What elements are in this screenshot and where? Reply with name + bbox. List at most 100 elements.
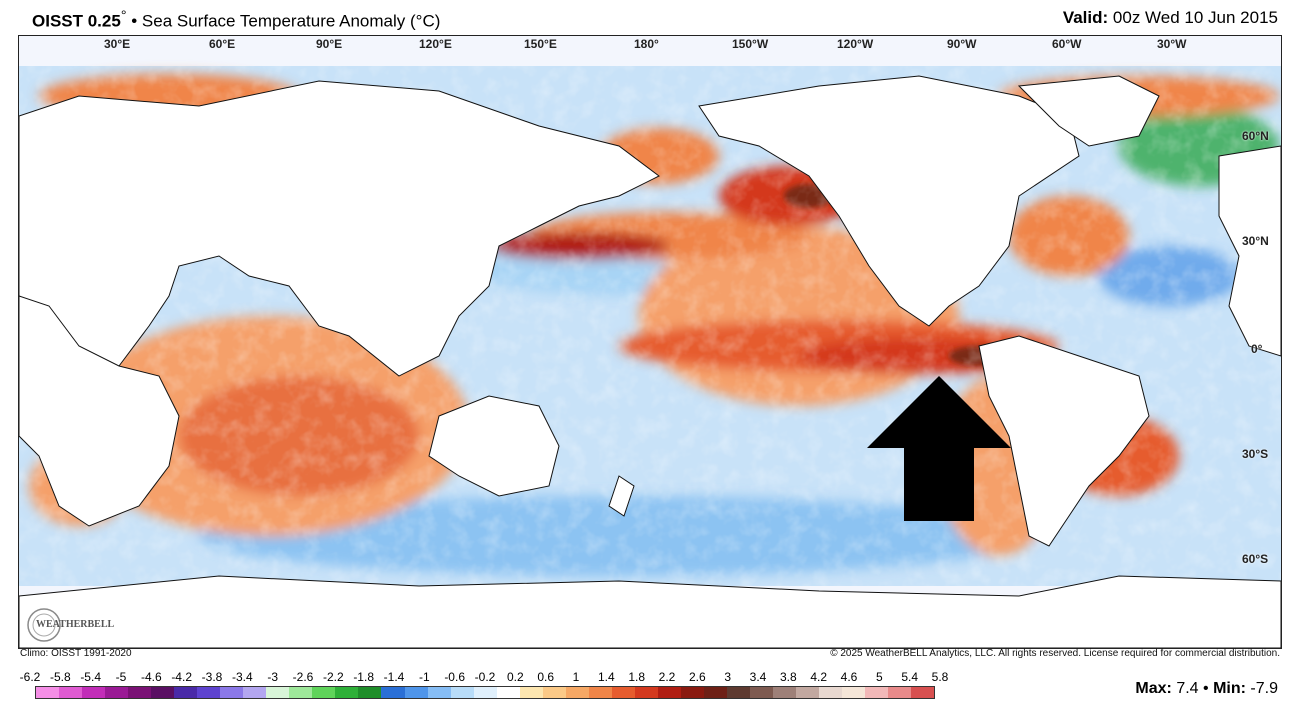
colorbar-tick-label: -2.6: [292, 670, 314, 684]
colorbar-swatch: [496, 687, 520, 698]
lon-label-150e: 150°E: [524, 37, 557, 51]
colorbar-tick-label: -3: [267, 670, 278, 684]
colorbar-swatch: [842, 687, 866, 698]
colorbar-tick-label: 3: [724, 670, 731, 684]
max-label: Max:: [1135, 680, 1172, 697]
colorbar-swatch: [312, 687, 336, 698]
colorbar-tick-label: -0.6: [444, 670, 465, 684]
min-value: -7.9: [1250, 680, 1278, 697]
black-arrow: [867, 376, 1011, 521]
colorbar-swatch: [82, 687, 106, 698]
colorbar-tick-label: 0.6: [537, 670, 554, 684]
colorbar-swatch: [289, 687, 313, 698]
colorbar-swatch: [865, 687, 889, 698]
header: OISST 0.25° • Sea Surface Temperature An…: [0, 0, 1302, 34]
colorbar-swatch: [220, 687, 244, 698]
lat-label-0: 0°: [1251, 342, 1263, 356]
colorbar-tick-label: 3.4: [749, 670, 767, 684]
landmasses: [19, 75, 1281, 648]
colorbar-swatch: [151, 687, 175, 698]
colorbar-swatch: [404, 687, 428, 698]
colorbar-swatch: [335, 687, 359, 698]
colorbar-tick-label: -3.8: [201, 670, 223, 684]
colorbar-swatch: [59, 687, 83, 698]
colorbar-swatch: [565, 687, 589, 698]
colorbar-swatch: [911, 687, 935, 698]
colorbar-tick-labels: -6.2 -5.8 -5.4 -5 -4.6 -4.2 -3.8 -3.4 -3 -2.6 -2.2…: [18, 670, 949, 684]
min-label: Min:: [1213, 680, 1246, 697]
colorbar-tick-label: 4.6: [840, 670, 858, 684]
colorbar-tick-label: -5.4: [80, 670, 101, 684]
lon-label-180: 180°: [634, 37, 659, 51]
max-value: 7.4: [1176, 680, 1199, 697]
colorbar-swatch: [473, 687, 497, 698]
lat-label-30s: 30°S: [1242, 447, 1269, 461]
colorbar-swatch: [128, 687, 152, 698]
colorbar-tick-label: -2.2: [322, 670, 344, 684]
lon-label-60e: 60°E: [209, 37, 236, 51]
lat-label-60n: 60°N: [1242, 129, 1269, 143]
colorbar-tick-label: 1.8: [628, 670, 645, 684]
lon-label-60w: 60°W: [1052, 37, 1082, 51]
weatherbell-logo: WEATHERBELL: [24, 607, 114, 643]
valid-label: Valid:: [1062, 8, 1109, 27]
max-min-readout: Max: 7.4 • Min: -7.9: [1135, 680, 1278, 698]
colorbar-swatch: [427, 687, 451, 698]
valid-time-value: 00z Wed 10 Jun 2015: [1112, 8, 1278, 27]
colorbar-swatch: [105, 687, 129, 698]
colorbar-swatch: [819, 687, 843, 698]
colorbar-tick-label: -3.4: [231, 670, 253, 684]
colorbar-tick-label: 2.6: [688, 670, 706, 684]
colorbar-tick-label: -1: [418, 670, 430, 684]
colorbar-tick-label: -1.8: [353, 670, 374, 684]
colorbar-swatch: [197, 687, 221, 698]
map-title: OISST 0.25° • Sea Surface Temperature An…: [32, 8, 440, 32]
title-separator: •: [131, 11, 138, 31]
colorbar-swatch: [36, 687, 60, 698]
colorbar-swatch: [588, 687, 612, 698]
colorbar-tick-label: -5: [115, 670, 127, 684]
colorbar-tick-label: -6.2: [19, 670, 41, 684]
colorbar-tick-label: -1.4: [383, 670, 405, 684]
lat-label-60s: 60°S: [1242, 552, 1269, 566]
colorbar-tick-label: -4.2: [171, 670, 192, 684]
colorbar-swatch: [519, 687, 543, 698]
colorbar-swatch: [773, 687, 797, 698]
lon-label-120e: 120°E: [419, 37, 452, 51]
colorbar-tick-label: 1.4: [597, 670, 615, 684]
colorbar-swatch: [611, 687, 635, 698]
colorbar-tick-label: 3.8: [779, 670, 797, 684]
colorbar-swatch: [381, 687, 405, 698]
colorbar-swatch: [634, 687, 658, 698]
colorbar-swatch: [796, 687, 820, 698]
map-canvas: [19, 66, 1281, 648]
climo-note: Climo: OISST 1991-2020: [20, 648, 132, 659]
colorbar-tick-label: 4.2: [810, 670, 827, 684]
colorbar-tick-label: 0.2: [506, 670, 524, 684]
colorbar-tick-label: -5.8: [49, 670, 71, 684]
colorbar-swatch: [174, 687, 198, 698]
colorbar-tick-label: 5.4: [901, 670, 918, 684]
colorbar-swatch: [243, 687, 267, 698]
copyright-note: © 2025 WeatherBELL Analytics, LLC. All r…: [830, 648, 1280, 659]
colorbar-swatch: [266, 687, 290, 698]
valid-time: Valid: 00z Wed 10 Jun 2015: [1063, 8, 1278, 28]
lat-label-30n: 30°N: [1242, 234, 1269, 248]
colorbar-tick-label: -4.6: [140, 670, 162, 684]
logo-text: WEATHERBELL: [36, 619, 115, 630]
colorbar-swatch: [749, 687, 773, 698]
maxmin-separator: •: [1203, 680, 1209, 697]
colorbar: [35, 686, 935, 699]
product-name: OISST 0.25: [32, 11, 121, 31]
colorbar-swatch: [450, 687, 474, 698]
lon-label-120w: 120°W: [837, 37, 874, 51]
colorbar-tick-label: 5: [875, 670, 883, 684]
colorbar-swatch: [703, 687, 727, 698]
lon-label-30e: 30°E: [104, 37, 131, 51]
colorbar-swatch: [358, 687, 382, 698]
colorbar-swatch: [657, 687, 681, 698]
lon-label-90e: 90°E: [316, 37, 343, 51]
colorbar-tick-label: -0.2: [474, 670, 496, 684]
lon-label-90w: 90°W: [947, 37, 977, 51]
colorbar-swatch: [888, 687, 912, 698]
